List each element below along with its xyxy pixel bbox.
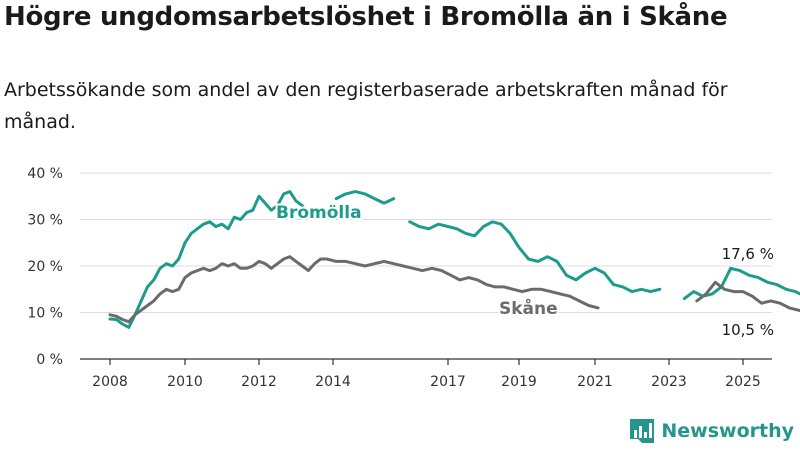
bar-chart-logo-icon [630, 419, 655, 443]
x-tick-label: 2010 [167, 374, 203, 390]
x-tick-label: 2021 [577, 374, 613, 390]
series-labels: Bromölla 17,6 % Skåne 10,5 % [274, 201, 774, 339]
x-tick-label: 2019 [501, 374, 537, 390]
chart-subtitle: Arbetssökande som andel av den registerb… [4, 79, 728, 133]
x-tick-label: 2023 [651, 374, 687, 390]
newsworthy-brand: Newsworthy [629, 418, 794, 444]
x-tick-label: 2017 [430, 374, 466, 390]
x-tick-label: 2008 [92, 374, 128, 390]
x-axis: 2008 2010 2012 2014 2017 2019 2021 2023 2025 [80, 358, 772, 390]
x-tick-label: 2012 [241, 374, 277, 390]
chart-title: Högre ungdomsarbetslöshet i Bromölla än … [4, 2, 728, 32]
end-value-label-bromolla: 17,6 % [722, 245, 774, 263]
series-label-skane: Skåne [499, 297, 558, 319]
series-line-bromolla [108, 190, 316, 329]
brand-name: Newsworthy [661, 420, 794, 442]
series-lines [108, 190, 800, 329]
y-axis-ticks: 0 % 10 % 20 % 30 % 40 % [27, 166, 63, 368]
y-tick-label: 30 % [27, 213, 63, 229]
series-line-bromolla [408, 220, 662, 294]
y-tick-label: 40 % [27, 166, 63, 182]
x-tick-label: 2014 [315, 374, 351, 390]
series-line-skane [695, 280, 800, 313]
y-tick-label: 0 % [36, 352, 63, 368]
end-value-label-skane: 10,5 % [722, 321, 774, 339]
series-line-skane [108, 255, 600, 324]
y-tick-label: 20 % [27, 259, 63, 275]
series-label-bromolla: Bromölla [276, 203, 362, 223]
series-line-bromolla [682, 266, 800, 301]
series-line-bromolla [334, 190, 396, 205]
gridlines [80, 172, 772, 313]
y-tick-label: 10 % [27, 306, 63, 322]
x-tick-label: 2025 [725, 374, 761, 390]
